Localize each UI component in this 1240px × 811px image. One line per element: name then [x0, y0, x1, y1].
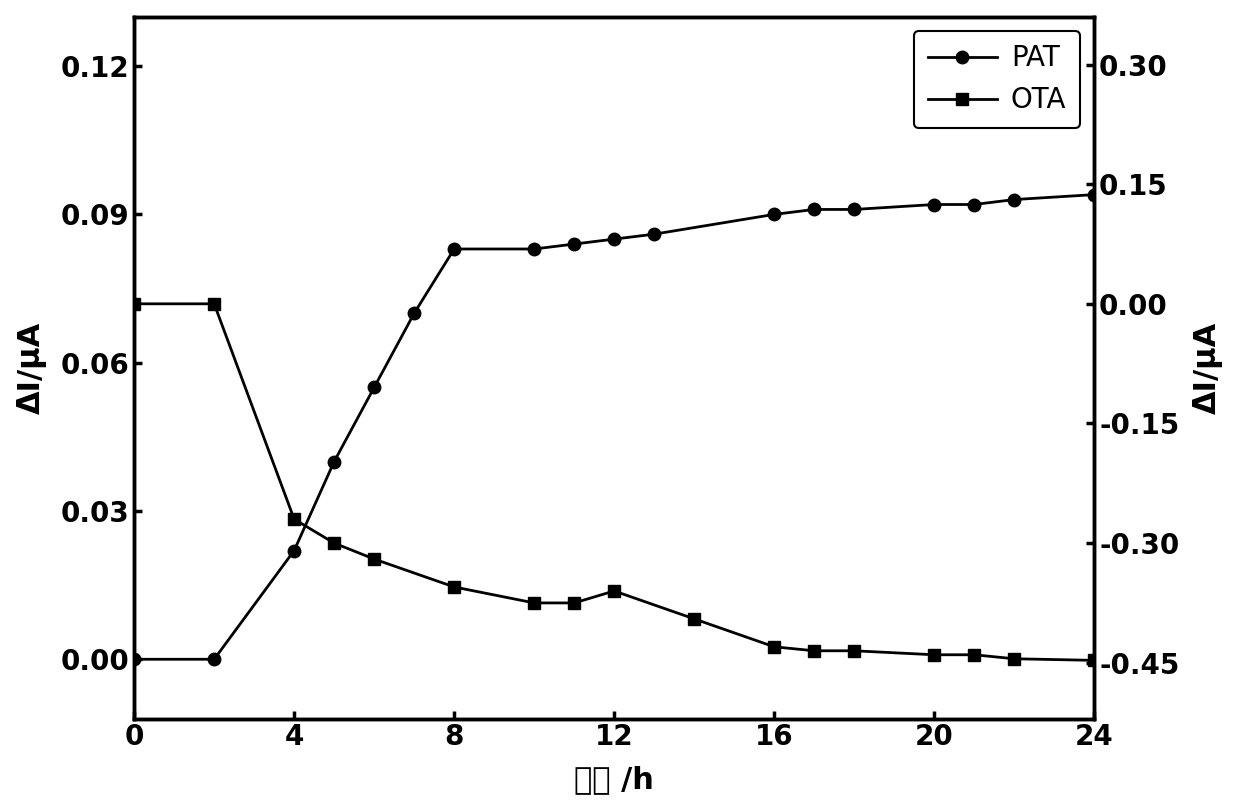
PAT — [567, 239, 582, 249]
OTA — [286, 514, 301, 524]
OTA — [687, 614, 702, 624]
OTA — [1007, 654, 1022, 663]
OTA — [367, 554, 382, 564]
OTA — [967, 650, 982, 659]
PAT — [527, 244, 542, 254]
PAT — [847, 204, 862, 214]
PAT — [1007, 195, 1022, 204]
PAT — [807, 204, 822, 214]
OTA — [207, 299, 222, 309]
PAT — [446, 244, 461, 254]
PAT — [967, 200, 982, 209]
OTA — [326, 539, 341, 548]
Legend: PAT, OTA: PAT, OTA — [914, 31, 1080, 128]
Line: PAT: PAT — [128, 188, 1100, 666]
PAT — [926, 200, 941, 209]
OTA — [926, 650, 941, 659]
OTA — [446, 582, 461, 592]
Y-axis label: ΔI/μA: ΔI/μA — [1193, 321, 1224, 414]
PAT — [606, 234, 621, 244]
PAT — [286, 546, 301, 556]
OTA — [766, 642, 781, 652]
X-axis label: 时间 /h: 时间 /h — [574, 766, 655, 794]
PAT — [1086, 190, 1101, 200]
OTA — [606, 586, 621, 596]
PAT — [647, 230, 662, 239]
PAT — [207, 654, 222, 664]
Line: OTA: OTA — [128, 298, 1100, 667]
OTA — [807, 646, 822, 655]
OTA — [126, 299, 141, 309]
OTA — [527, 598, 542, 607]
OTA — [1086, 655, 1101, 665]
OTA — [567, 598, 582, 607]
Y-axis label: ΔI/μA: ΔI/μA — [16, 321, 47, 414]
OTA — [847, 646, 862, 655]
PAT — [407, 308, 422, 318]
PAT — [367, 383, 382, 393]
PAT — [126, 654, 141, 664]
PAT — [326, 457, 341, 466]
PAT — [766, 209, 781, 219]
